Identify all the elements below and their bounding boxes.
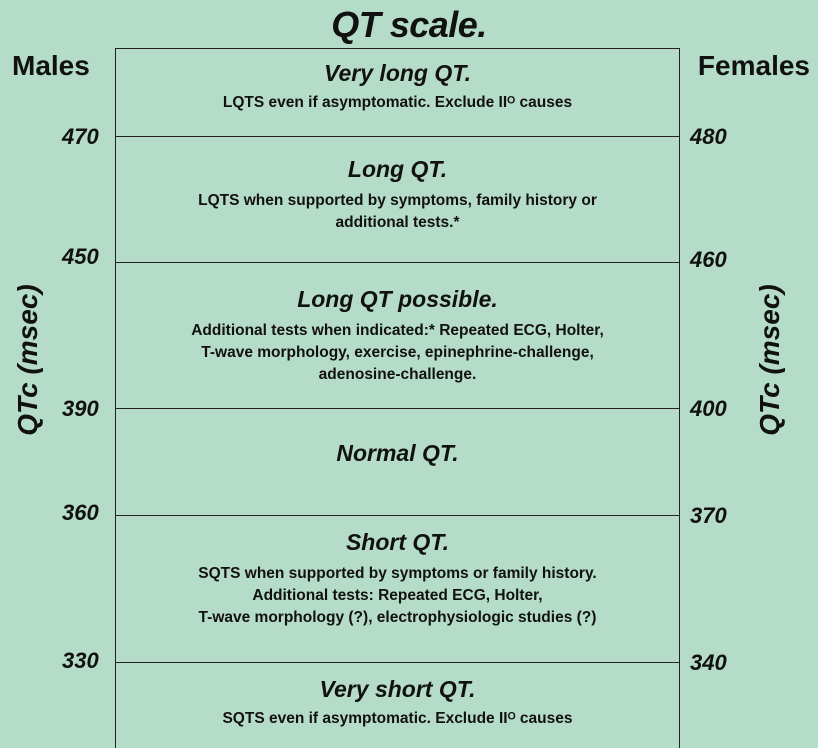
divider-4 [115, 515, 680, 516]
zone-title: Normal QT. [336, 440, 459, 466]
male-threshold-5: 330 [62, 648, 99, 673]
zone-description: LQTS when supported by symptoms, family … [115, 190, 680, 234]
zone-description: SQTS even if asymptomatic. Exclude IIᴼ c… [115, 708, 680, 730]
zone-very-short-qt: Very short QT. SQTS even if asymptomatic… [115, 674, 680, 730]
zone-title: Very short QT. [319, 676, 476, 702]
zone-short-qt: Short QT. SQTS when supported by symptom… [115, 527, 680, 629]
qt-scale-box [115, 48, 680, 748]
zone-desc-line: SQTS even if asymptomatic. Exclude IIᴼ c… [222, 710, 573, 727]
female-threshold-5: 340 [690, 650, 727, 675]
divider-5 [115, 662, 680, 663]
zone-description: Additional tests when indicated:* Repeat… [115, 320, 680, 386]
zone-desc-line: Additional tests: Repeated ECG, Holter, [252, 587, 543, 604]
female-threshold-4: 370 [690, 503, 727, 528]
male-threshold-2: 450 [62, 244, 99, 269]
zone-title: Long QT possible. [297, 286, 498, 312]
zone-description: SQTS when supported by symptoms or famil… [115, 563, 680, 629]
divider-1 [115, 136, 680, 137]
divider-2 [115, 262, 680, 263]
zone-very-long-qt: Very long QT. LQTS even if asymptomatic.… [115, 58, 680, 114]
male-threshold-1: 470 [62, 124, 99, 149]
females-header: Females [697, 50, 810, 81]
female-threshold-3: 400 [690, 396, 727, 421]
zone-long-qt-possible: Long QT possible. Additional tests when … [115, 284, 680, 386]
zone-desc-line: Additional tests when indicated:* Repeat… [191, 322, 604, 339]
zone-normal-qt: Normal QT. [115, 438, 680, 468]
zone-desc-line: LQTS when supported by symptoms, family … [198, 192, 597, 209]
males-header: Males [12, 50, 90, 81]
male-threshold-3: 390 [62, 396, 99, 421]
divider-3 [115, 408, 680, 409]
zone-desc-line: LQTS even if asymptomatic. Exclude IIᴼ c… [222, 94, 573, 111]
zone-desc-line: additional tests.* [335, 214, 460, 231]
female-threshold-2: 460 [690, 247, 727, 272]
zone-title: Long QT. [347, 156, 448, 182]
zone-description: LQTS even if asymptomatic. Exclude IIᴼ c… [115, 92, 680, 114]
zone-desc-line: SQTS when supported by symptoms or famil… [198, 565, 597, 582]
male-threshold-4: 360 [62, 500, 99, 525]
left-axis-label: QTc (msec) [12, 284, 43, 436]
zone-long-qt: Long QT. LQTS when supported by symptoms… [115, 154, 680, 234]
female-threshold-1: 480 [690, 124, 727, 149]
zone-title: Very long QT. [324, 60, 471, 86]
zone-desc-line: T-wave morphology (?), electrophysiologi… [198, 609, 597, 626]
right-axis-label: QTc (msec) [754, 284, 785, 436]
zone-desc-line: T-wave morphology, exercise, epinephrine… [201, 344, 594, 361]
zone-title: Short QT. [345, 529, 450, 555]
page-title: QT scale. [331, 4, 487, 45]
zone-desc-line: adenosine-challenge. [318, 366, 477, 383]
